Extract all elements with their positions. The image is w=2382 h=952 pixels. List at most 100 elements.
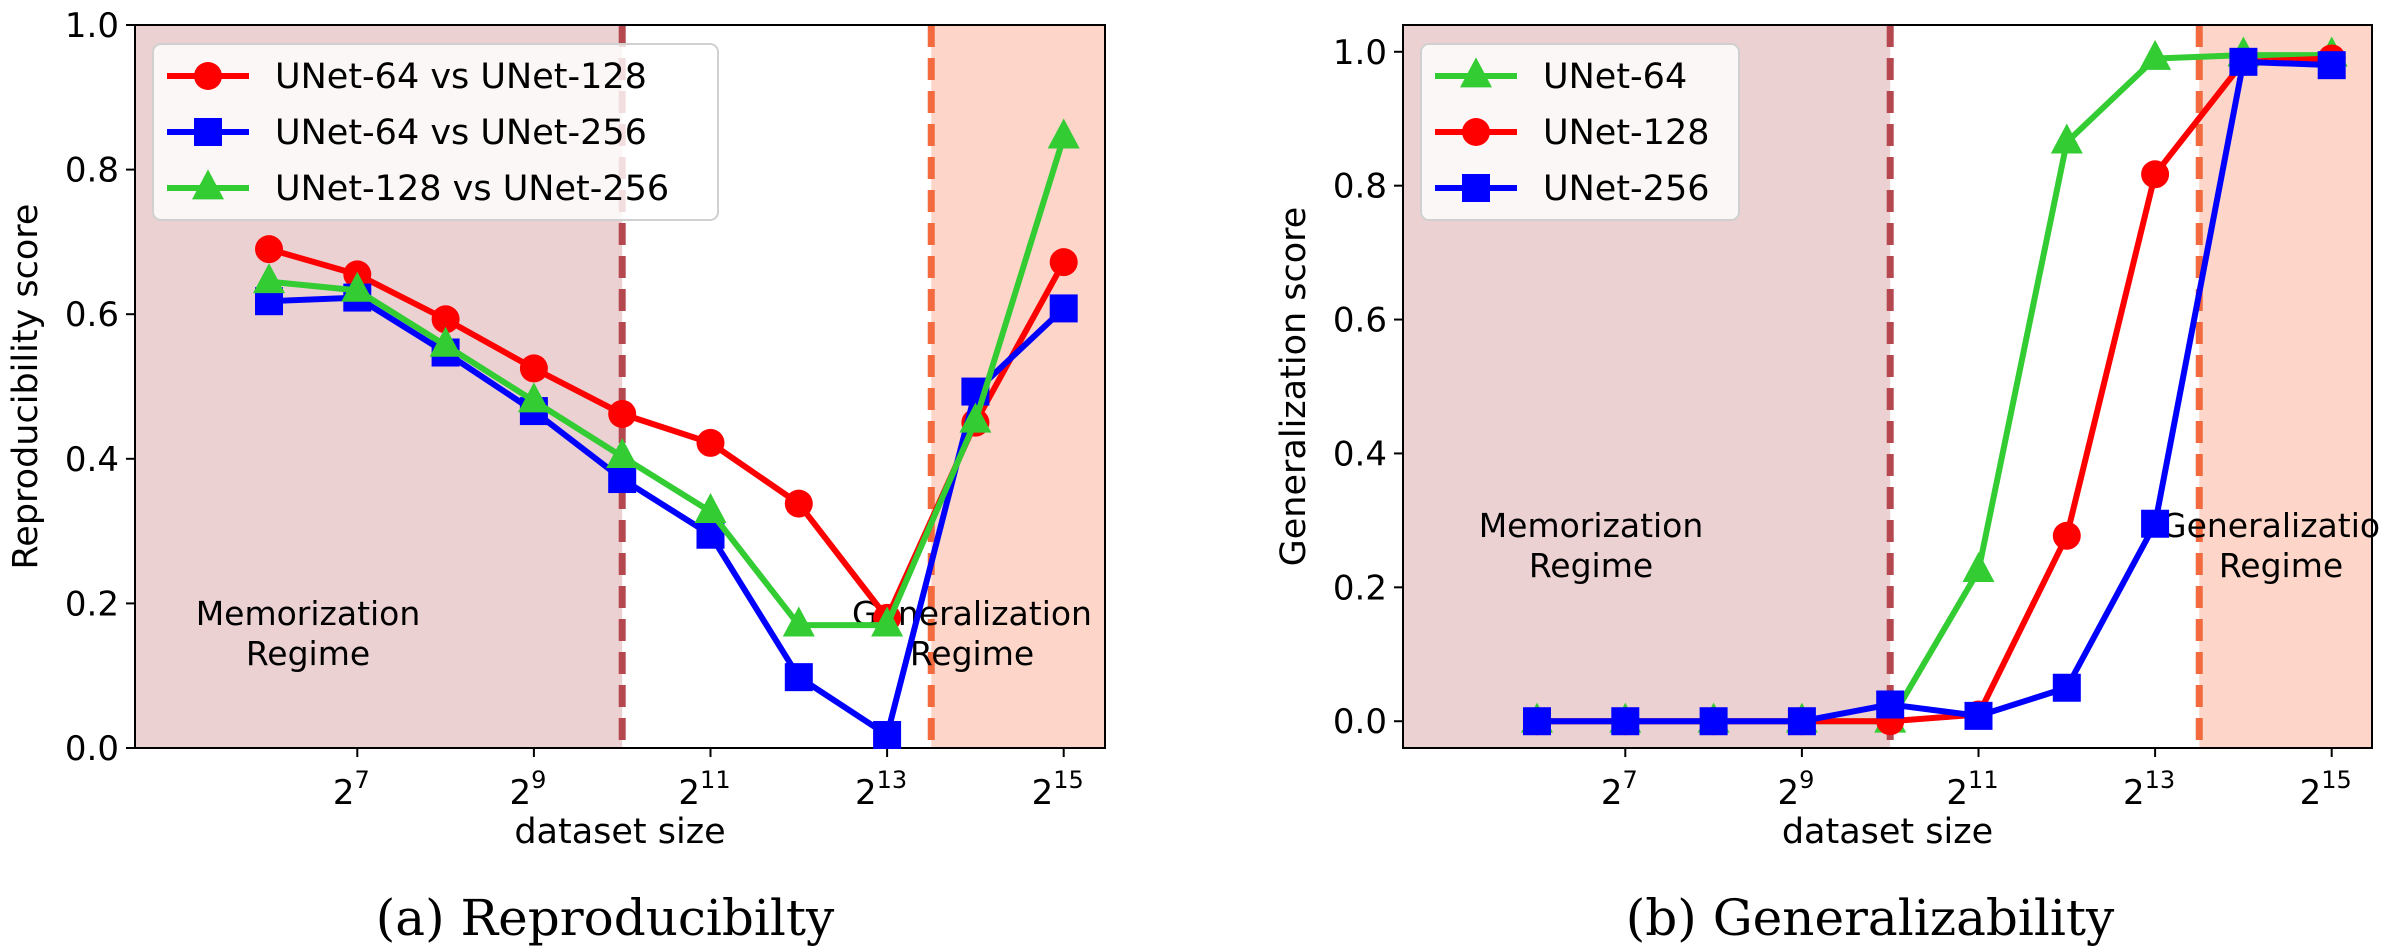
data-point (341, 271, 374, 302)
x-tick-label: 215 (1032, 766, 1084, 813)
data-point (2141, 509, 2170, 538)
plot-frame (1402, 24, 2373, 749)
x-tick-base: 2 (333, 773, 355, 813)
legend-marker (194, 62, 222, 90)
x-tick-base: 2 (2123, 773, 2145, 813)
data-point (253, 263, 285, 294)
x-tick-label: 213 (855, 766, 907, 813)
data-point (784, 663, 813, 692)
series-unet-256 (1523, 47, 2346, 736)
x-tick-base: 2 (678, 773, 700, 813)
data-point (429, 326, 462, 357)
data-point (1962, 551, 1995, 582)
y-tick-label: 0.8 (65, 151, 119, 191)
data-point (431, 305, 460, 334)
data-point (1049, 248, 1078, 277)
data-point (2141, 160, 2170, 189)
y-tick-label: 1.0 (65, 6, 119, 46)
panel-reproducibility: MemorizationRegimeGeneralizationRegime0.… (6, 6, 1106, 947)
legend-label: UNet-64 vs UNet-256 (275, 113, 647, 153)
x-tick-exponent: 13 (2145, 766, 2176, 794)
legend-item: UNet-64 vs UNet-128 (167, 57, 647, 97)
data-point (1611, 707, 1640, 736)
x-tick-exponent: 15 (1053, 766, 1084, 794)
data-point (1049, 294, 1078, 323)
y-tick-label: 0.6 (1333, 301, 1387, 341)
data-point (1047, 118, 1080, 149)
data-point (2139, 39, 2172, 70)
legend: UNet-64 UNet-128 UNet-256 (1420, 43, 1740, 221)
series-line (268, 136, 1067, 629)
legend-item: UNet-256 (1435, 169, 1710, 209)
legend-item: UNet-128 (1435, 113, 1710, 153)
data-point (2229, 47, 2258, 76)
x-axis-label: dataset size (514, 812, 725, 852)
y-tick-label: 0.2 (1333, 568, 1387, 608)
x-tick-exponent: 7 (1622, 766, 1637, 794)
data-point (608, 465, 637, 494)
series-unet-128-vs-unet-256 (253, 118, 1080, 637)
x-tick-label: 29 (1777, 766, 1814, 813)
x-tick-base: 2 (509, 773, 531, 813)
generalization-region-label-2: Regime (2219, 546, 2343, 585)
y-tick-label: 0.4 (65, 440, 119, 480)
x-tick-label: 215 (2300, 766, 2352, 813)
data-point (517, 382, 550, 413)
x-tick-exponent: 9 (1799, 766, 1814, 794)
y-tick-label: 0.0 (65, 729, 119, 769)
panel-caption: (a) Reproducibilty (376, 889, 835, 947)
generalization-region-label: Generalization (2161, 506, 2382, 545)
y-tick-label: 0.2 (65, 584, 119, 624)
legend-label: UNet-64 vs UNet-128 (275, 57, 647, 97)
x-tick-exponent: 11 (700, 766, 731, 794)
legend-label: UNet-64 (1543, 57, 1687, 97)
panel-caption: (b) Generalizability (1626, 889, 2115, 947)
legend-label: UNet-128 (1543, 113, 1710, 153)
series-line (268, 294, 1066, 738)
y-tick-label: 1.0 (1333, 33, 1387, 73)
data-point (2050, 123, 2083, 154)
data-point (871, 606, 904, 637)
x-axis-label: dataset size (1782, 812, 1993, 852)
x-tick-label: 211 (678, 766, 730, 813)
x-tick-base: 2 (1601, 773, 1623, 813)
x-tick-exponent: 13 (877, 766, 908, 794)
x-tick-label: 211 (1946, 766, 1998, 813)
data-point (608, 399, 637, 428)
x-tick-exponent: 9 (531, 766, 546, 794)
x-tick-base: 2 (855, 773, 877, 813)
data-point (1787, 707, 1816, 736)
data-point (606, 438, 639, 469)
legend-marker (1460, 57, 1492, 88)
x-tick-exponent: 11 (1968, 766, 1999, 794)
memorization-region-label-2: Regime (1529, 546, 1653, 585)
y-axis-label: Generalization score (1274, 207, 1314, 567)
generalization-region-label-2: Regime (910, 634, 1034, 673)
data-point (873, 720, 902, 749)
x-tick-exponent: 15 (2321, 766, 2352, 794)
legend-label: UNet-256 (1543, 169, 1710, 209)
plot-frame (134, 24, 1106, 749)
legend-marker (1462, 174, 1490, 202)
legend-marker (192, 169, 224, 200)
panel-generalizability: MemorizationRegimeGeneralizationRegime0.… (1274, 24, 2382, 947)
data-point (784, 489, 813, 518)
x-tick-base: 2 (2300, 773, 2322, 813)
legend-box (1420, 43, 1740, 221)
data-point (255, 235, 283, 264)
data-point (782, 606, 815, 637)
data-point (1876, 690, 1905, 719)
x-tick-base: 2 (1777, 773, 1799, 813)
x-tick-label: 29 (509, 766, 546, 813)
memorization-region-label-2: Regime (246, 634, 370, 673)
legend-item: UNet-64 vs UNet-256 (167, 113, 647, 153)
data-point (1699, 707, 1728, 736)
legend-item: UNet-128 vs UNet-256 (167, 169, 669, 209)
data-point (1964, 701, 1993, 730)
memorization-region-label: Memorization (1479, 506, 1704, 545)
y-tick-label: 0.8 (1333, 167, 1387, 207)
y-tick-label: 0.4 (1333, 434, 1387, 474)
legend-item: UNet-64 (1435, 57, 1687, 97)
